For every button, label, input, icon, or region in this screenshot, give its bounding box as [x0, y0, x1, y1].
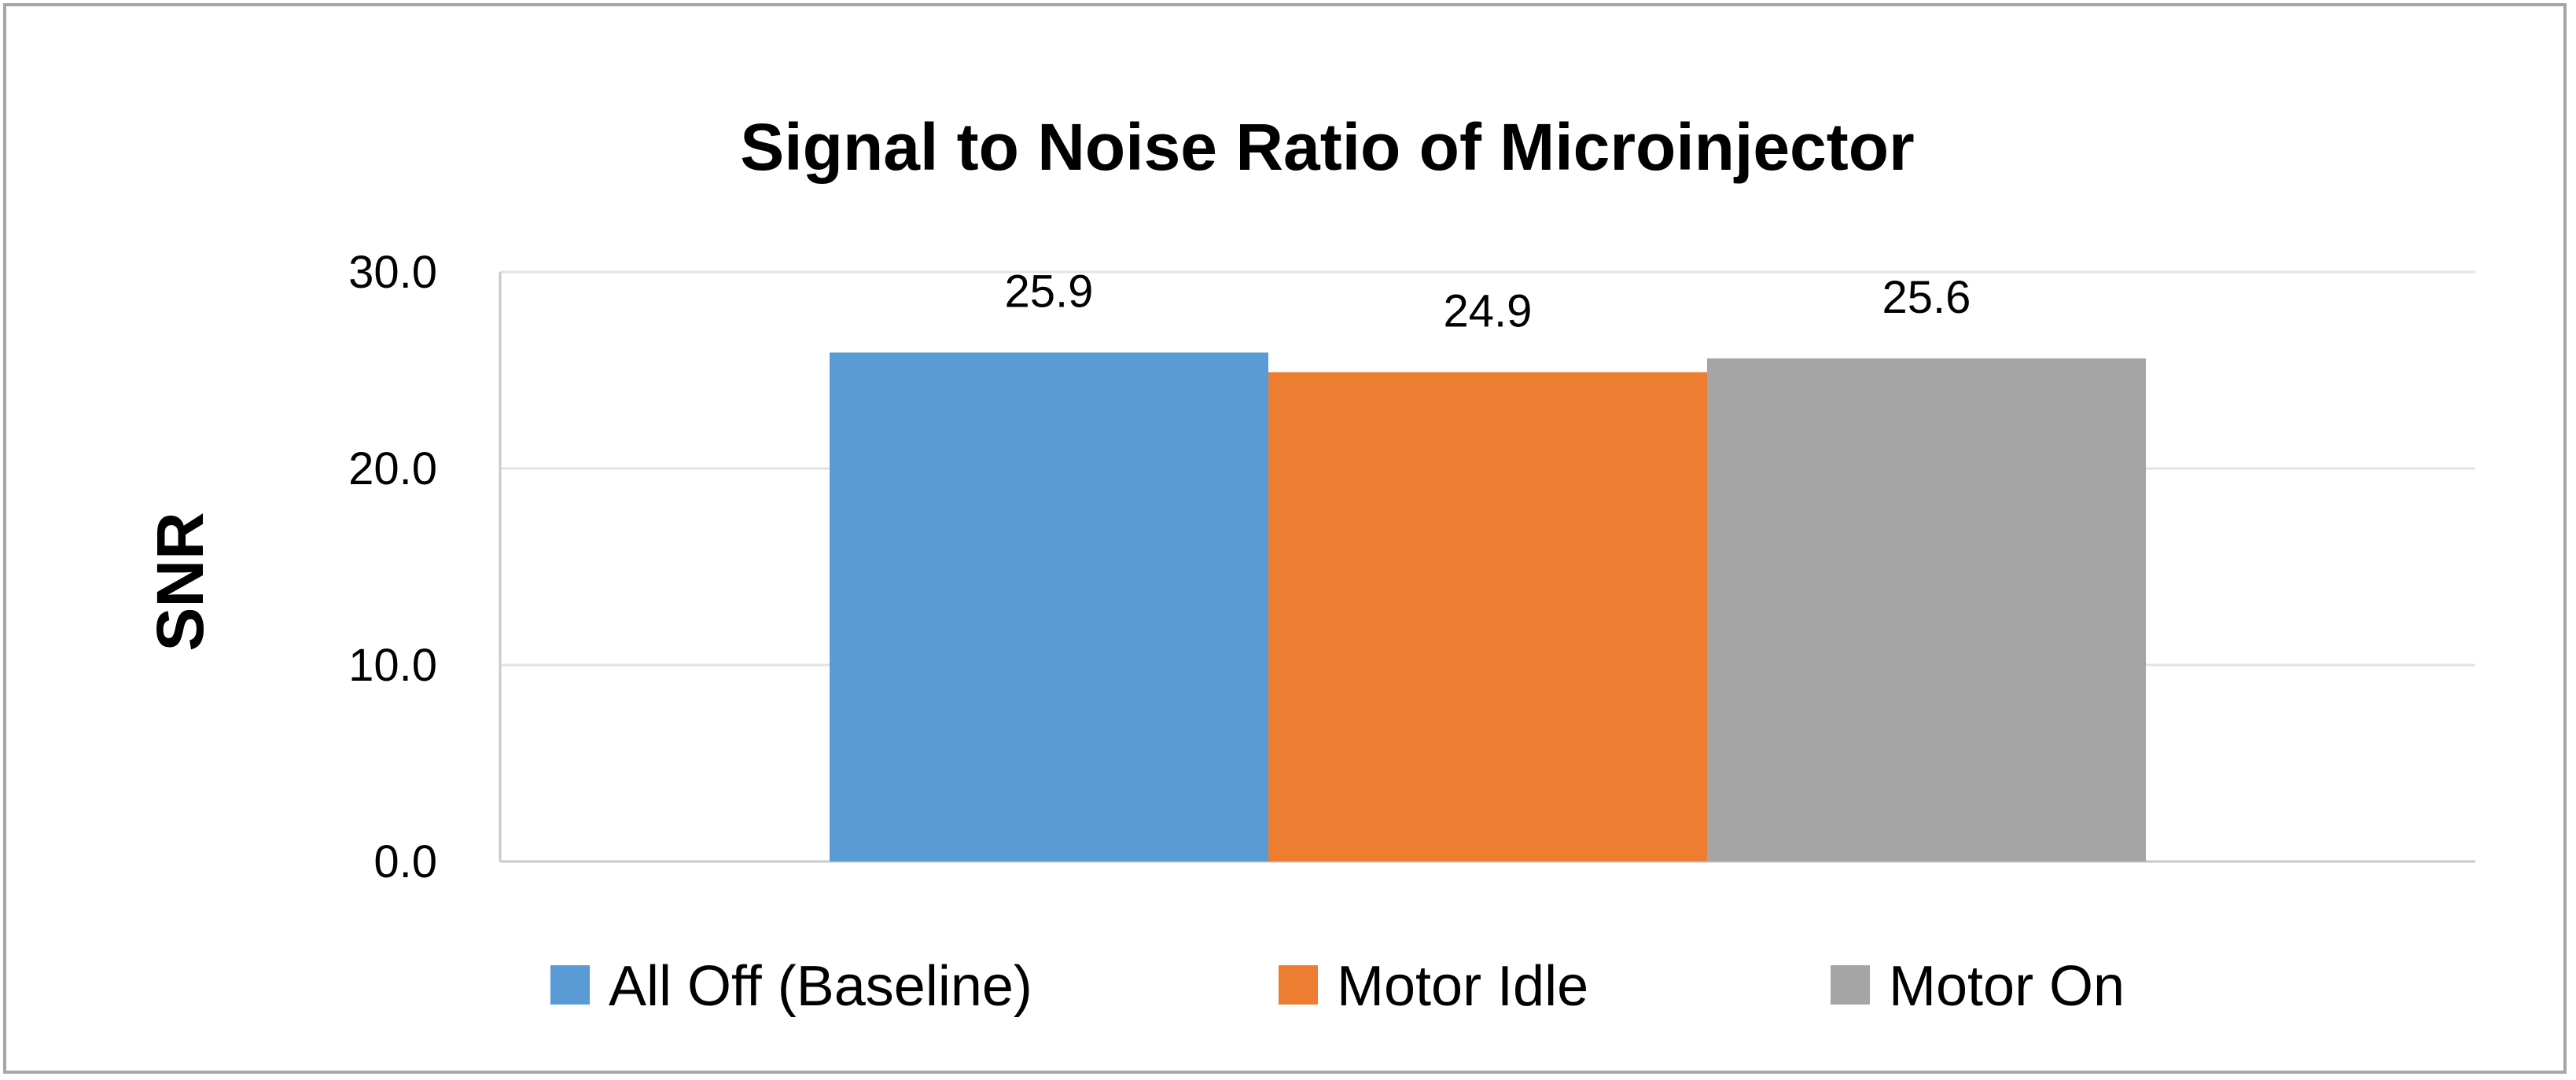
bar-all-off-baseline — [830, 352, 1268, 861]
legend-label: Motor On — [1889, 955, 2125, 1018]
y-axis-ticks: 0.0 10.0 20.0 30.0 — [348, 247, 437, 887]
bar-motor-on — [1707, 358, 2146, 861]
data-label: 25.9 — [1005, 266, 1094, 318]
data-label: 24.9 — [1444, 286, 1533, 337]
y-axis-label: SNR — [143, 512, 217, 651]
data-labels: 25.9 24.9 25.6 — [1005, 266, 1971, 337]
bar-motor-idle — [1268, 372, 1707, 861]
legend-swatch — [1279, 965, 1318, 1005]
bars — [830, 352, 2146, 861]
y-tick-label: 10.0 — [348, 640, 437, 691]
legend: All Off (Baseline) Motor Idle Motor On — [550, 955, 2125, 1018]
data-label: 25.6 — [1882, 272, 1971, 323]
y-tick-label: 30.0 — [348, 247, 437, 298]
y-tick-label: 0.0 — [374, 836, 437, 887]
chart-title: Signal to Noise Ratio of Microinjector — [740, 110, 1914, 184]
legend-label: All Off (Baseline) — [609, 955, 1032, 1018]
legend-swatch — [550, 965, 590, 1005]
legend-swatch — [1831, 965, 1870, 1005]
legend-label: Motor Idle — [1337, 955, 1588, 1018]
y-tick-label: 20.0 — [348, 443, 437, 494]
